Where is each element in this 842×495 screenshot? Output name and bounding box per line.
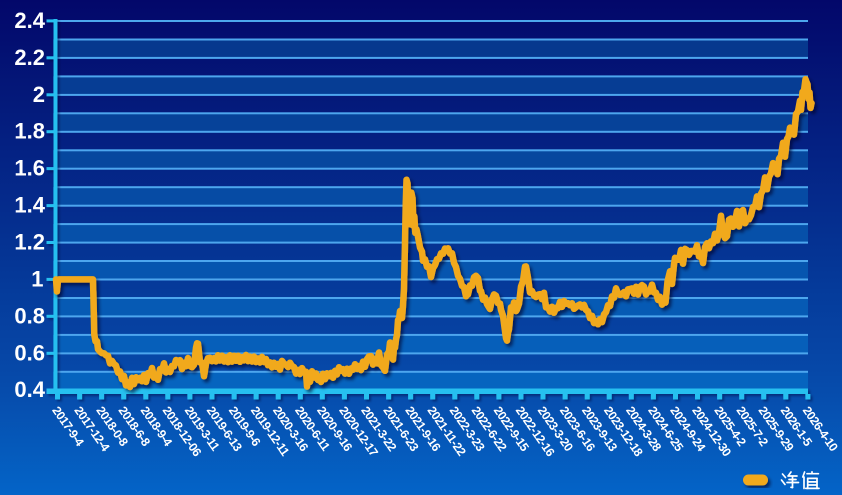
svg-text:0.4: 0.4 [14,377,45,402]
svg-text:1: 1 [31,266,43,291]
svg-text:2.2: 2.2 [14,45,45,70]
svg-text:1.4: 1.4 [14,193,45,218]
svg-text:1.8: 1.8 [14,119,45,144]
svg-text:2.4: 2.4 [14,8,45,33]
svg-text:1.6: 1.6 [14,156,45,181]
svg-text:2: 2 [33,82,45,107]
svg-text:1.2: 1.2 [14,230,45,255]
svg-text:0.8: 0.8 [14,303,45,328]
svg-text:0.6: 0.6 [14,340,45,365]
